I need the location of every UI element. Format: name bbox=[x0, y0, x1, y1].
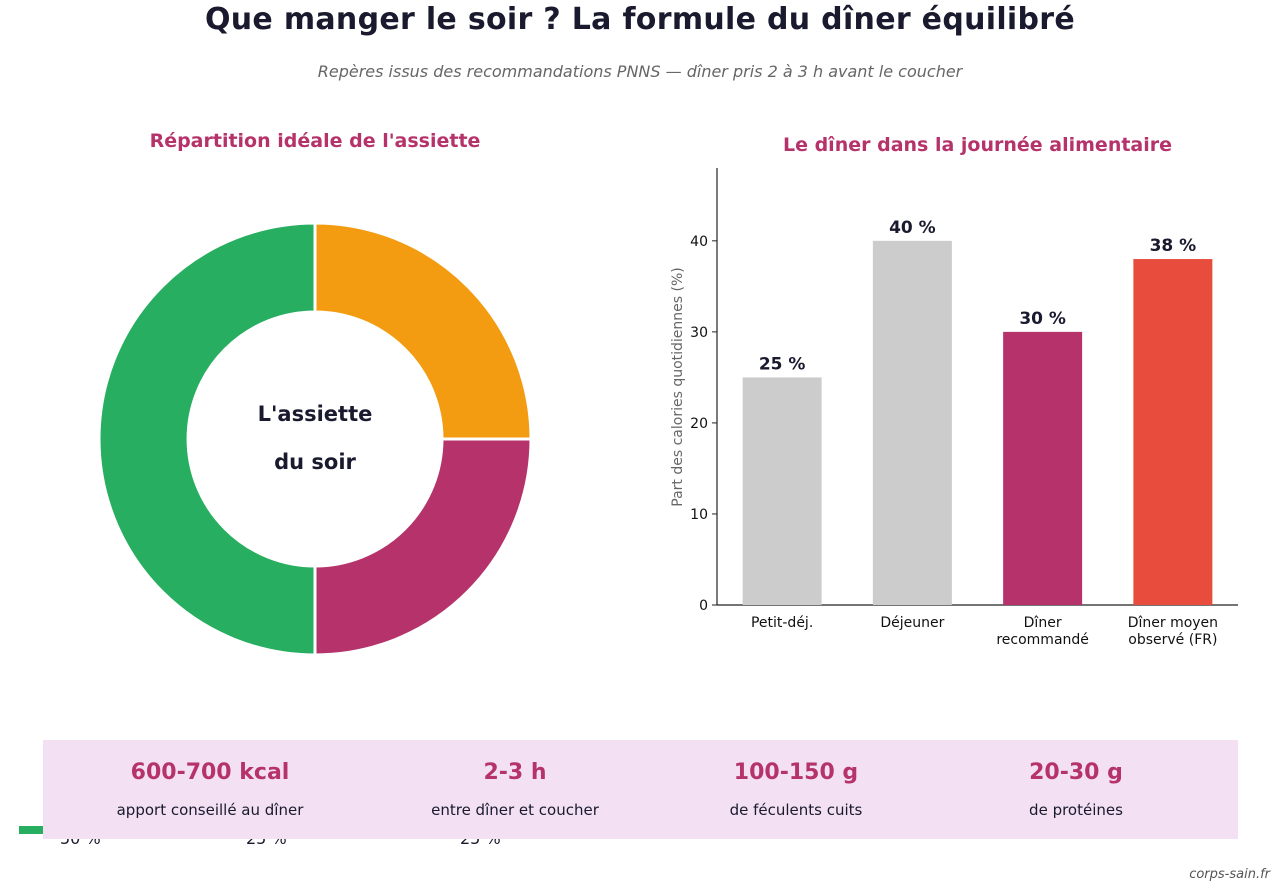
stat-kcal-value: 600-700 kcal bbox=[130, 760, 290, 785]
donut-slice-3 bbox=[97, 221, 317, 657]
x-tick-label: Déjeuner bbox=[880, 615, 944, 631]
y-tick-label: 40 bbox=[690, 234, 708, 250]
y-tick-label: 30 bbox=[690, 325, 708, 341]
bar-value-label: 38 % bbox=[1150, 236, 1197, 256]
source-credit: corps-sain.fr bbox=[1189, 867, 1270, 882]
x-tick-label: Dîner bbox=[1024, 615, 1062, 631]
y-tick-label: 0 bbox=[699, 598, 708, 614]
stat-protein-value: 20-30 g bbox=[1029, 760, 1123, 785]
subtitle: Repères issus des recommandations PNNS —… bbox=[317, 62, 963, 81]
donut-slice-1 bbox=[313, 221, 533, 441]
page-title: Que manger le soir ? La formule du dîner… bbox=[204, 2, 1076, 37]
donut-slice-2 bbox=[313, 437, 533, 657]
stat-starches-label: de féculents cuits bbox=[729, 801, 863, 819]
y-tick-label: 20 bbox=[690, 416, 708, 432]
donut-chart-title: Répartition idéale de l'assiette bbox=[149, 130, 481, 152]
x-tick-label: observé (FR) bbox=[1128, 632, 1217, 648]
legend-swatch-green bbox=[19, 826, 47, 834]
stat-delay: 2-3 h entre dîner et coucher bbox=[365, 740, 665, 819]
stat-delay-label: entre dîner et coucher bbox=[431, 801, 599, 819]
bar-4 bbox=[1133, 259, 1213, 605]
key-figures-box: 600-700 kcal apport conseillé au dîner 2… bbox=[43, 740, 1238, 839]
bar-chart: Part des calories quotidiennes (%) 0 10 20… bbox=[670, 168, 1238, 648]
x-tick-label: Petit-déj. bbox=[751, 615, 813, 631]
x-tick-label: Dîner moyen bbox=[1128, 615, 1218, 631]
stat-starches: 100-150 g de féculents cuits bbox=[646, 740, 946, 819]
x-tick-label: recommandé bbox=[996, 632, 1089, 648]
stat-kcal-label: apport conseillé au dîner bbox=[116, 801, 304, 819]
bar-3 bbox=[1003, 331, 1083, 605]
bar-chart-title: Le dîner dans la journée alimentaire bbox=[782, 134, 1173, 156]
bar-1 bbox=[742, 377, 822, 605]
bar-value-label: 25 % bbox=[759, 354, 806, 374]
stat-protein: 20-30 g de protéines bbox=[926, 740, 1226, 819]
stat-starches-value: 100-150 g bbox=[733, 760, 859, 785]
stat-protein-label: de protéines bbox=[1029, 801, 1123, 819]
y-tick-label: 10 bbox=[690, 507, 708, 523]
bar-2 bbox=[872, 240, 952, 606]
donut-center-label-line2: du soir bbox=[274, 450, 356, 474]
donut-chart: L'assiette du soir bbox=[97, 221, 533, 657]
bar-chart-ylabel: Part des calories quotidiennes (%) bbox=[670, 267, 686, 507]
bar-value-label: 30 % bbox=[1019, 309, 1066, 329]
bar-value-label: 40 % bbox=[889, 218, 936, 238]
donut-center-label-line1: L'assiette bbox=[258, 402, 373, 426]
stat-kcal: 600-700 kcal apport conseillé au dîner bbox=[60, 740, 360, 819]
stat-delay-value: 2-3 h bbox=[483, 760, 547, 785]
